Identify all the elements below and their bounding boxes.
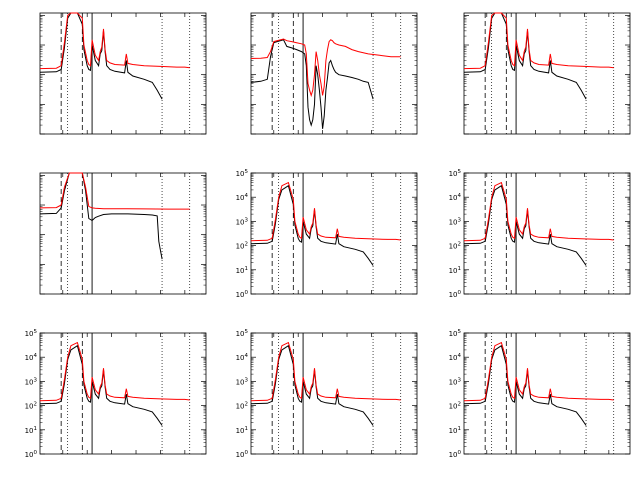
y-tick-label: 104 <box>236 193 249 202</box>
plot-frame <box>250 332 418 455</box>
y-tick-label: 100 <box>236 290 249 299</box>
events-series-line <box>39 344 163 426</box>
lld-series-line <box>463 12 614 70</box>
events-series-line <box>250 184 374 266</box>
y-tick-label: 100 <box>236 450 249 459</box>
detector-panel-5: 100 101 102 103 104 105 <box>236 169 418 299</box>
events-series-line <box>39 172 163 260</box>
lld-series-line <box>250 38 401 98</box>
y-tick-label: 104 <box>449 193 462 202</box>
plot-frame <box>250 12 418 135</box>
lld-series-line <box>39 341 190 402</box>
detector-panel-7: 100 101 102 103 104 105 <box>25 329 207 459</box>
y-tick-label: 103 <box>449 377 462 386</box>
plot-frame <box>39 332 207 455</box>
y-tick-label: 104 <box>236 353 249 362</box>
y-tick-label: 102 <box>25 402 37 411</box>
y-tick-label: 104 <box>25 353 38 362</box>
y-tick-label: 100 <box>449 290 462 299</box>
detector-panel-3 <box>463 12 631 135</box>
events-series-line <box>463 12 587 100</box>
events-series-line <box>463 344 587 426</box>
lld-series-line <box>39 172 190 210</box>
detector-panel-6: 100 101 102 103 104 105 <box>449 169 631 299</box>
y-tick-label: 105 <box>449 169 462 178</box>
lld-series-line <box>463 181 614 242</box>
plot-frame <box>250 172 418 295</box>
plot-frame <box>39 172 207 295</box>
y-tick-label: 101 <box>449 426 461 435</box>
y-tick-label: 103 <box>236 377 249 386</box>
y-tick-label: 105 <box>236 329 249 338</box>
plot-frame <box>463 12 631 135</box>
plot-frame <box>463 332 631 455</box>
y-tick-label: 101 <box>449 266 461 275</box>
detector-panel-2 <box>250 12 418 135</box>
y-tick-label: 101 <box>25 426 37 435</box>
y-tick-label: 102 <box>236 402 248 411</box>
events-series-line <box>463 184 587 266</box>
y-tick-label: 105 <box>25 329 38 338</box>
y-tick-label: 102 <box>449 242 461 251</box>
y-tick-label: 102 <box>449 402 461 411</box>
plot-frame <box>39 12 207 135</box>
y-tick-label: 100 <box>449 450 462 459</box>
y-tick-label: 103 <box>236 217 249 226</box>
plot-frame <box>463 172 631 295</box>
lld-series-line <box>39 12 190 70</box>
y-tick-label: 103 <box>25 377 38 386</box>
y-tick-label: 103 <box>449 217 462 226</box>
y-tick-label: 104 <box>449 353 462 362</box>
events-series-line <box>250 39 374 129</box>
events-series-line <box>39 12 163 100</box>
y-tick-label: 100 <box>25 450 38 459</box>
detector-panel-1 <box>39 12 207 135</box>
y-tick-label: 102 <box>236 242 248 251</box>
y-tick-label: 101 <box>236 426 248 435</box>
detector-panel-8: 100 101 102 103 104 105 <box>236 329 418 459</box>
y-tick-label: 105 <box>449 329 462 338</box>
lld-series-line <box>250 341 401 402</box>
events-series-line <box>250 344 374 426</box>
y-tick-label: 101 <box>236 266 248 275</box>
detector-panel-4 <box>39 172 207 295</box>
lld-series-line <box>463 341 614 402</box>
y-tick-label: 105 <box>236 169 249 178</box>
detector-panel-9: 100 101 102 103 104 105 <box>449 329 631 459</box>
lld-series-line <box>250 181 401 242</box>
